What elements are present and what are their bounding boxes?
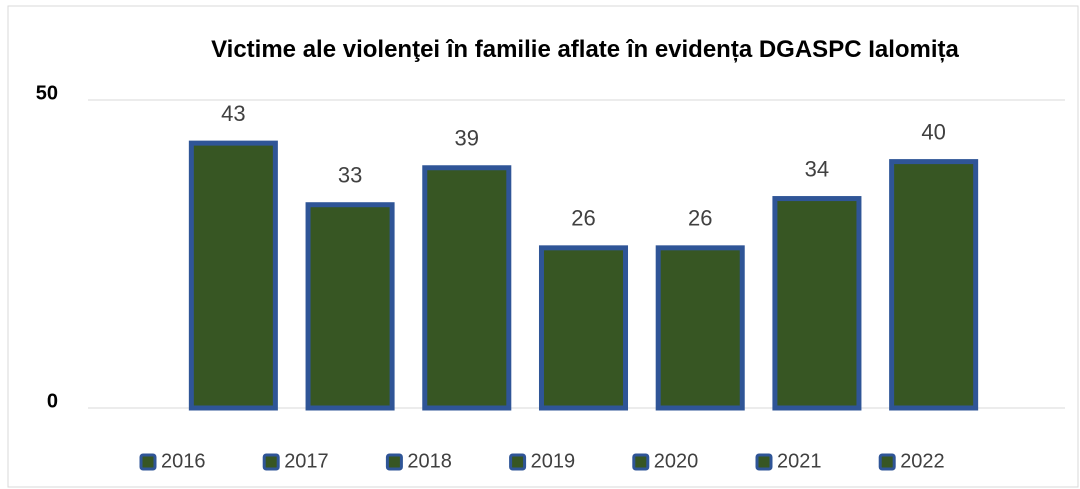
bar	[538, 245, 629, 411]
legend-swatch	[755, 453, 773, 471]
y-tick-label: 0	[47, 390, 58, 412]
y-tick-label: 50	[36, 82, 58, 104]
bar	[889, 159, 979, 411]
data-label: 43	[221, 101, 245, 126]
data-label: 40	[921, 119, 945, 144]
legend-label: 2021	[777, 450, 822, 472]
legend-label: 2017	[284, 450, 329, 472]
data-label: 33	[338, 163, 362, 188]
legend-swatch	[632, 453, 650, 471]
legend-swatch	[139, 453, 157, 471]
bar	[188, 140, 278, 411]
data-label: 34	[805, 156, 829, 181]
legend-swatch	[385, 453, 403, 471]
legend-label: 2018	[407, 450, 452, 472]
legend-swatch	[878, 453, 896, 471]
legend-swatch	[509, 453, 527, 471]
legend-label: 2019	[531, 450, 576, 472]
legend-label: 2020	[654, 450, 699, 472]
bar	[655, 245, 745, 411]
chart-title: Victime ale violenţei în familie aflate …	[211, 36, 959, 63]
legend-label: 2022	[900, 450, 945, 472]
data-label: 26	[688, 206, 712, 231]
legend-label: 2016	[161, 450, 206, 472]
legend-swatch	[262, 453, 280, 471]
bar	[772, 196, 862, 411]
bar	[422, 165, 512, 411]
data-label: 26	[571, 206, 595, 231]
bar	[305, 202, 395, 411]
data-label: 39	[455, 126, 479, 151]
